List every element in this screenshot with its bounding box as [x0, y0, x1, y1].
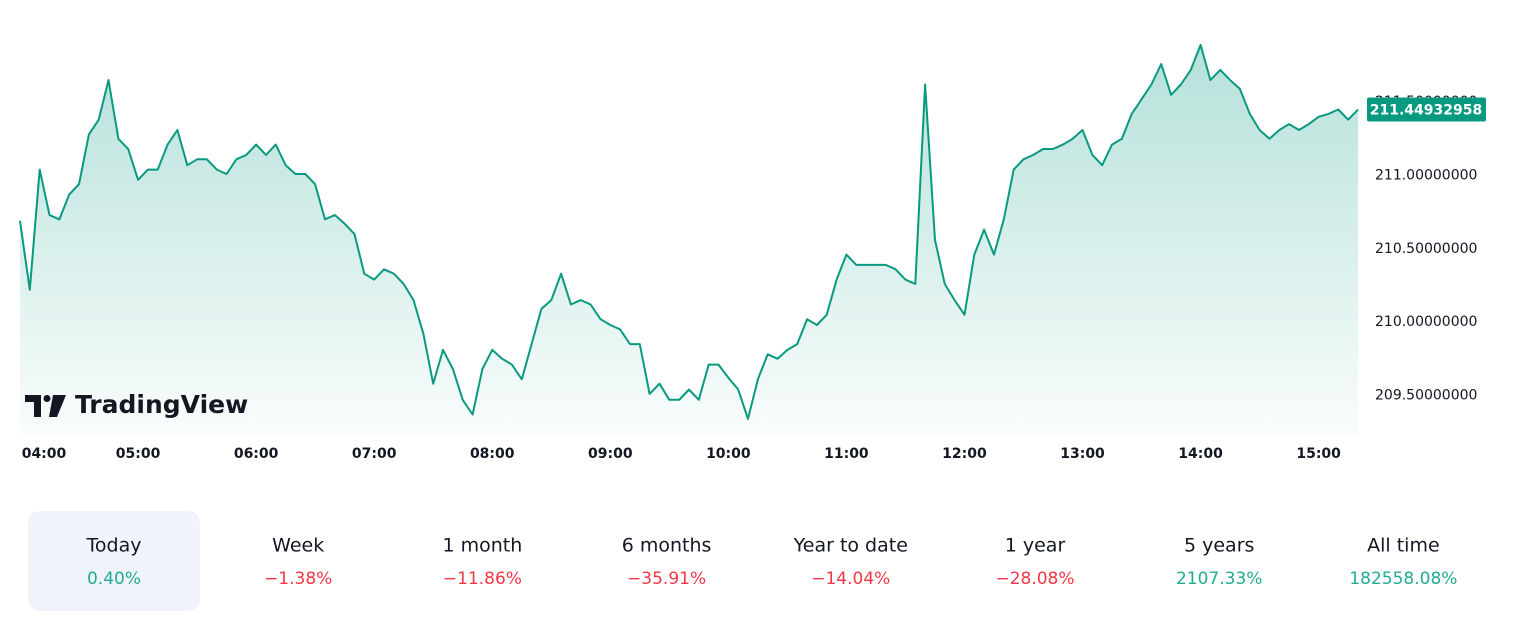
period-change[interactable]: −14.04%	[811, 569, 890, 589]
logo-mark	[49, 395, 66, 417]
period-change[interactable]: −35.91%	[627, 569, 706, 589]
x-tick-label: 08:00	[470, 446, 515, 462]
period-name[interactable]: Week	[272, 535, 324, 557]
x-tick-label: 07:00	[352, 446, 397, 462]
x-tick-label: 12:00	[942, 446, 987, 462]
period-selected	[28, 511, 200, 611]
period-name[interactable]: Year to date	[793, 535, 908, 557]
price-badge-label: 211.44932958	[1370, 103, 1482, 119]
chart: 209.50000000 210.00000000 210.50000000 211.…	[19, 43, 1486, 462]
x-tick-label: 14:00	[1178, 446, 1223, 462]
x-tick-label: 09:00	[588, 446, 633, 462]
periods: Today 0.40% Week −1.38% 1 month −11.86% 6 mont…	[28, 511, 1457, 611]
x-tick-label: 06:00	[234, 446, 279, 462]
period-change[interactable]: −28.08%	[995, 569, 1074, 589]
y-tick-label: 210.00000000	[1375, 314, 1477, 330]
price-badge	[1367, 97, 1486, 122]
y-tick-label: 210.50000000	[1375, 241, 1477, 257]
x-tick-label: 11:00	[824, 446, 869, 462]
logo-text: TradingView	[75, 390, 248, 419]
period-name[interactable]: Today	[86, 535, 142, 557]
period-name[interactable]: 5 years	[1184, 535, 1254, 557]
period-name[interactable]: 1 year	[1005, 535, 1066, 557]
area-fill	[20, 44, 1358, 436]
x-tick-label: 13:00	[1060, 446, 1105, 462]
period-change[interactable]: 2107.33%	[1176, 569, 1262, 589]
period-change[interactable]: −1.38%	[264, 569, 332, 589]
price-line	[19, 43, 1359, 420]
period-change[interactable]: −11.86%	[443, 569, 522, 589]
period-name[interactable]: 6 months	[622, 535, 712, 557]
x-tick-label: 04:00	[22, 446, 67, 462]
period-name[interactable]: All time	[1367, 535, 1440, 557]
y-tick-label: 211.00000000	[1375, 167, 1477, 183]
y-tick-label: 209.50000000	[1375, 387, 1477, 403]
x-tick-label: 05:00	[116, 446, 161, 462]
x-tick-label: 15:00	[1296, 446, 1341, 462]
logo-mark	[25, 395, 41, 417]
period-change[interactable]: 0.40%	[87, 569, 141, 589]
x-tick-label: 10:00	[706, 446, 751, 462]
period-change[interactable]: 182558.08%	[1349, 569, 1457, 589]
logo-mark	[43, 395, 51, 402]
period-name[interactable]: 1 month	[443, 535, 523, 557]
logo: TradingView	[25, 390, 248, 419]
